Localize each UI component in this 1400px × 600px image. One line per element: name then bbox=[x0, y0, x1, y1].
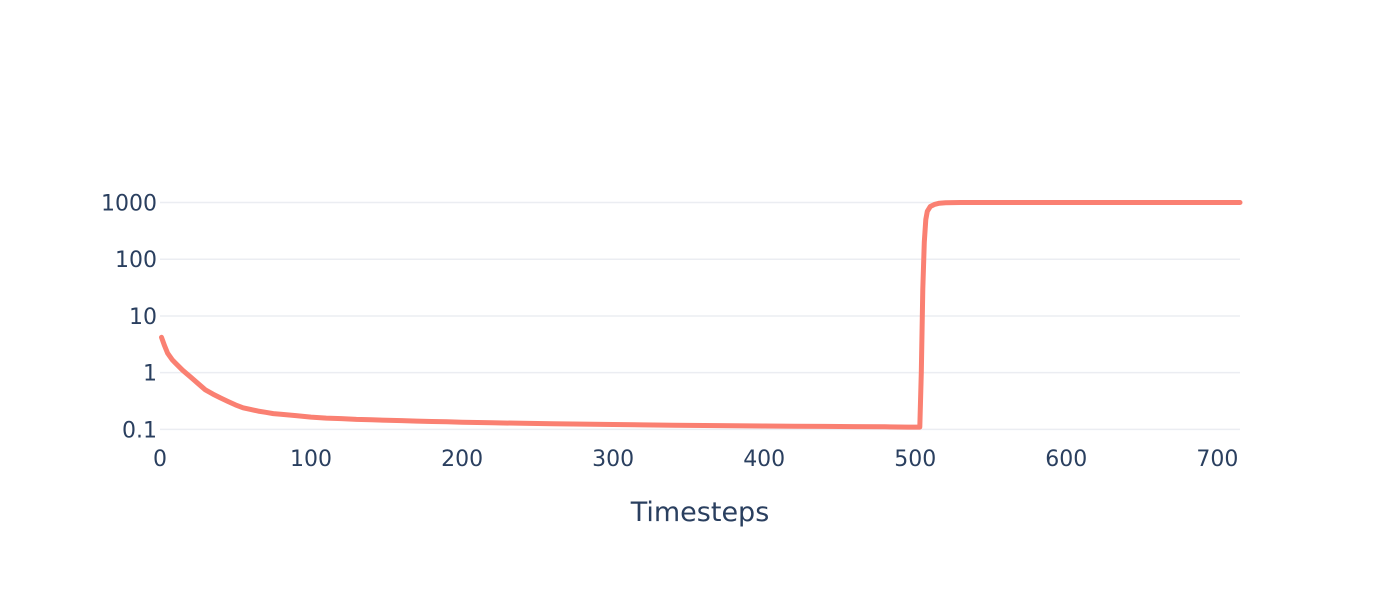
x-tick-label: 100 bbox=[290, 447, 332, 472]
series-layer bbox=[159, 200, 1243, 430]
x-tick-label: 400 bbox=[743, 447, 785, 472]
x-tick-label: 0 bbox=[153, 447, 167, 472]
y-axis-ticks: 0.1 1 10 100 1000 bbox=[101, 191, 157, 443]
x-axis-ticks: 0 100 200 300 400 500 600 700 bbox=[153, 447, 1238, 472]
series-line-0 bbox=[159, 200, 1243, 430]
y-tick-label: 10 bbox=[129, 305, 157, 330]
y-tick-label: 0.1 bbox=[122, 418, 157, 443]
x-tick-label: 500 bbox=[894, 447, 936, 472]
x-tick-label: 700 bbox=[1196, 447, 1238, 472]
x-tick-label: 200 bbox=[441, 447, 483, 472]
y-grid bbox=[160, 201, 1240, 431]
x-tick-label: 300 bbox=[592, 447, 634, 472]
y-tick-label: 100 bbox=[115, 248, 157, 273]
x-axis-title: Timesteps bbox=[630, 497, 770, 528]
x-tick-label: 600 bbox=[1045, 447, 1087, 472]
y-tick-label: 1 bbox=[143, 362, 157, 387]
y-tick-label: 1000 bbox=[101, 191, 157, 216]
